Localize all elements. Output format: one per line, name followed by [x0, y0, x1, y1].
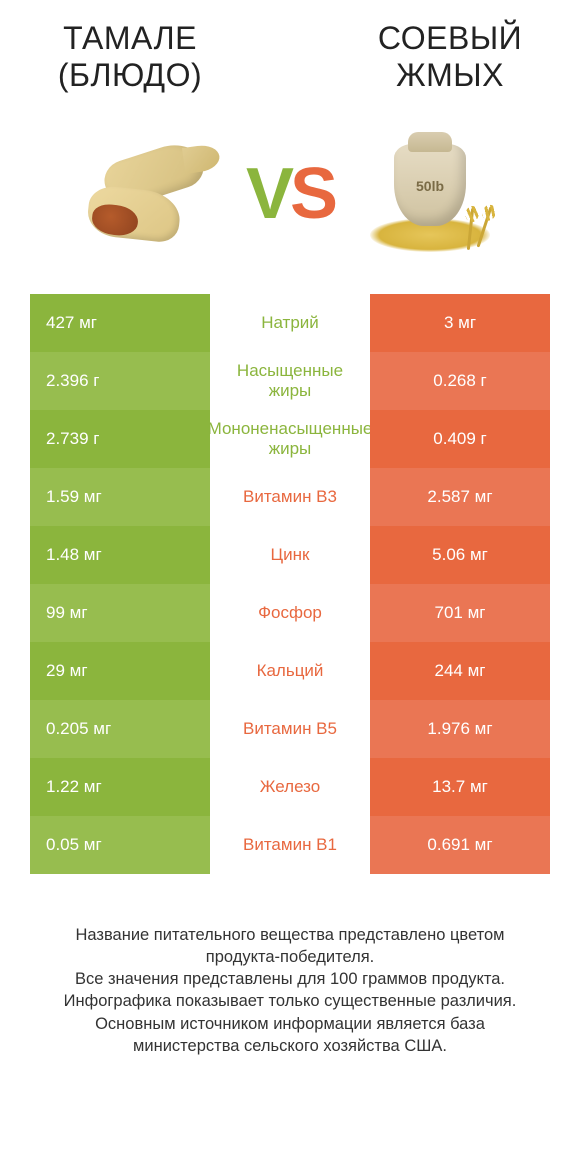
table-row: 2.739 гМононенасыщенные жиры0.409 г: [30, 410, 550, 468]
value-right: 13.7 мг: [370, 758, 550, 816]
value-right: 2.587 мг: [370, 468, 550, 526]
table-row: 0.05 мгВитамин B10.691 мг: [30, 816, 550, 874]
value-left: 2.396 г: [30, 352, 210, 410]
value-left: 99 мг: [30, 584, 210, 642]
value-left: 2.739 г: [30, 410, 210, 468]
footer-line: Инфографика показывает только существенн…: [40, 990, 540, 1012]
table-row: 427 мгНатрий3 мг: [30, 294, 550, 352]
nutrient-label: Цинк: [210, 526, 370, 584]
comparison-table: 427 мгНатрий3 мг2.396 гНасыщенные жиры0.…: [30, 294, 550, 874]
footer-line: Название питательного вещества представл…: [40, 924, 540, 969]
footer-line: Все значения представлены для 100 граммо…: [40, 968, 540, 990]
sack-label: 50lb: [394, 178, 466, 194]
vs-v: V: [246, 154, 290, 234]
nutrient-label: Фосфор: [210, 584, 370, 642]
value-right: 0.691 мг: [370, 816, 550, 874]
table-row: 1.48 мгЦинк5.06 мг: [30, 526, 550, 584]
infographic: ТАМАЛЕ (БЛЮДО) СОЕВЫЙ ЖМЫХ VS 50lb: [0, 0, 580, 1057]
table-row: 1.22 мгЖелезо13.7 мг: [30, 758, 550, 816]
value-left: 0.05 мг: [30, 816, 210, 874]
title-right: СОЕВЫЙ ЖМЫХ: [350, 20, 550, 94]
value-right: 5.06 мг: [370, 526, 550, 584]
value-left: 29 мг: [30, 642, 210, 700]
value-right: 0.268 г: [370, 352, 550, 410]
nutrient-label: Витамин B3: [210, 468, 370, 526]
table-row: 2.396 гНасыщенные жиры0.268 г: [30, 352, 550, 410]
vs-row: VS 50lb: [30, 134, 550, 254]
value-right: 3 мг: [370, 294, 550, 352]
table-row: 29 мгКальций244 мг: [30, 642, 550, 700]
title-left-line2: (БЛЮДО): [58, 57, 202, 93]
value-right: 244 мг: [370, 642, 550, 700]
nutrient-label: Насыщенные жиры: [210, 352, 370, 410]
table-row: 1.59 мгВитамин B32.587 мг: [30, 468, 550, 526]
title-right-line1: СОЕВЫЙ: [378, 20, 522, 56]
nutrient-label: Витамин B1: [210, 816, 370, 874]
vs-label: VS: [246, 158, 334, 230]
footer-line: Основным источником информации является …: [40, 1013, 540, 1058]
nutrient-label: Железо: [210, 758, 370, 816]
nutrient-label: Кальций: [210, 642, 370, 700]
footer: Название питательного вещества представл…: [30, 924, 550, 1058]
value-right: 0.409 г: [370, 410, 550, 468]
table-row: 0.205 мгВитамин B51.976 мг: [30, 700, 550, 758]
table-row: 99 мгФосфор701 мг: [30, 584, 550, 642]
title-right-line2: ЖМЫХ: [396, 57, 504, 93]
value-right: 1.976 мг: [370, 700, 550, 758]
title-left-line1: ТАМАЛЕ: [63, 20, 197, 56]
value-left: 427 мг: [30, 294, 210, 352]
value-left: 0.205 мг: [30, 700, 210, 758]
value-left: 1.22 мг: [30, 758, 210, 816]
soy-sack-illustration: 50lb: [359, 134, 499, 254]
header: ТАМАЛЕ (БЛЮДО) СОЕВЫЙ ЖМЫХ: [30, 20, 550, 94]
value-left: 1.59 мг: [30, 468, 210, 526]
value-left: 1.48 мг: [30, 526, 210, 584]
vs-s: S: [290, 154, 334, 234]
nutrient-label: Витамин B5: [210, 700, 370, 758]
nutrient-label: Мононенасыщенные жиры: [210, 410, 370, 468]
value-right: 701 мг: [370, 584, 550, 642]
tamale-illustration: [81, 134, 221, 254]
nutrient-label: Натрий: [210, 294, 370, 352]
title-left: ТАМАЛЕ (БЛЮДО): [30, 20, 230, 94]
